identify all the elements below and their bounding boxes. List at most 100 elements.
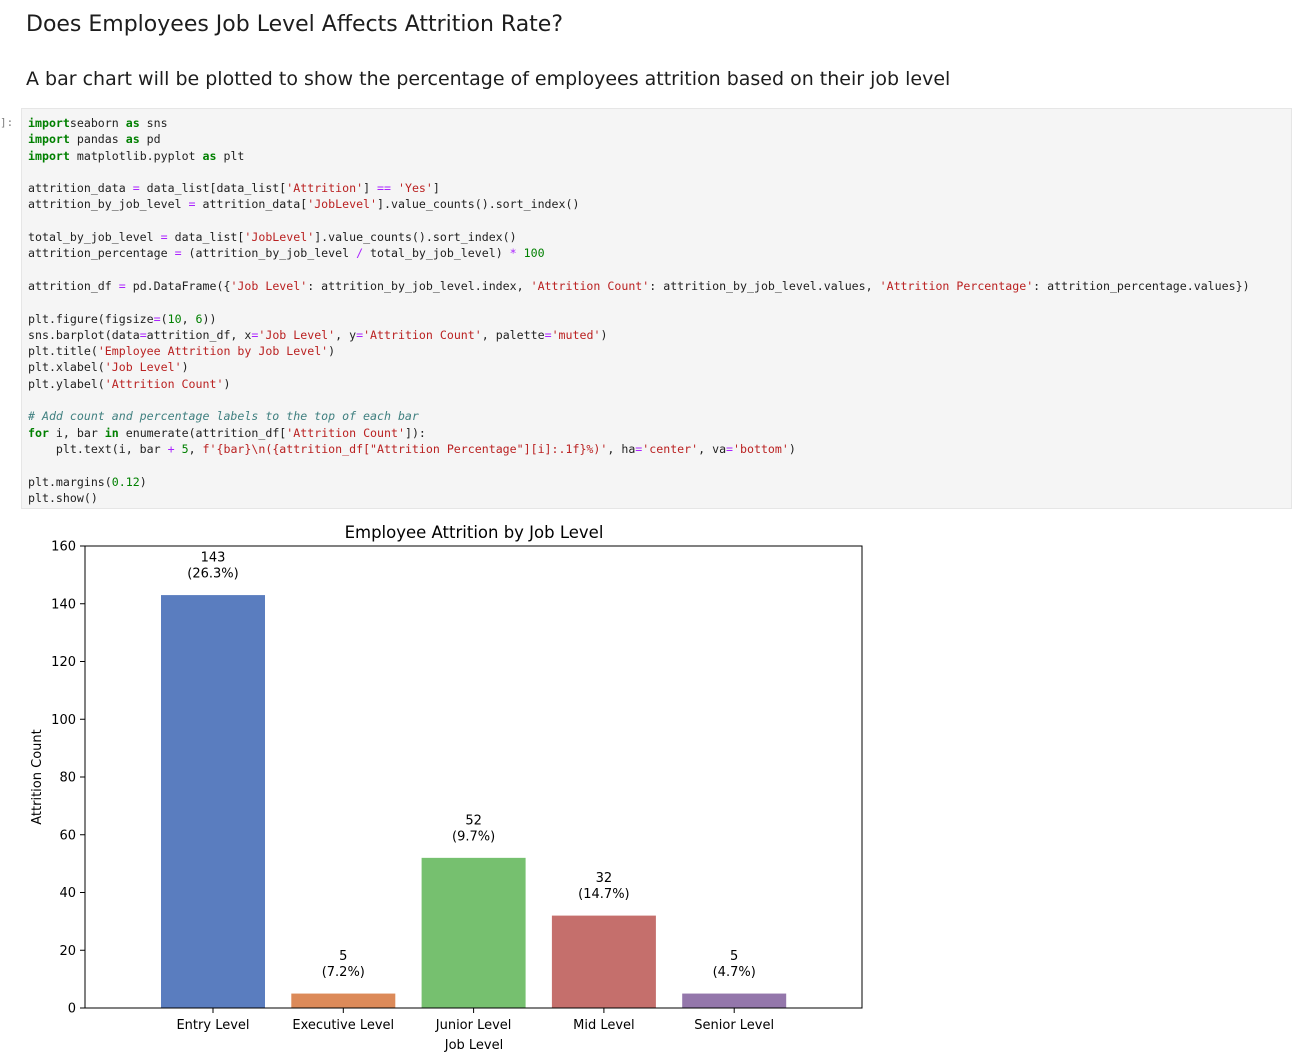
code-token: plt.show() <box>28 490 98 505</box>
code-token <box>175 442 182 456</box>
code-token: / <box>356 246 364 261</box>
code-token: 'Job Level' <box>104 360 182 375</box>
code-token: 'muted' <box>551 327 601 342</box>
code-line: plt.show() <box>28 491 98 505</box>
code-token: (attrition_by_job_level <box>181 246 357 261</box>
code-token: = <box>188 197 196 212</box>
code-token: in <box>104 425 119 440</box>
code-token: ) <box>788 441 796 456</box>
bar-value-label: 5 <box>730 949 738 964</box>
code-token: , va <box>698 441 727 456</box>
x-tick-label: Executive Level <box>292 1018 394 1033</box>
x-tick-label: Senior Level <box>694 1018 774 1033</box>
code-token: as <box>125 116 140 130</box>
code-token: ] <box>363 181 378 196</box>
code-token: = <box>132 181 140 196</box>
code-token: f'{bar}\n({attrition_df["Attrition Perce… <box>202 441 608 456</box>
x-tick-label: Junior Level <box>435 1018 512 1033</box>
code-line: plt.figure(figsize=(10, 6)) <box>28 312 217 326</box>
code-token: ].value_counts().sort_index() <box>314 230 517 245</box>
code-token: sns <box>139 116 168 130</box>
code-token: pd <box>139 132 161 147</box>
code-token: : attrition_by_job_level.index, <box>307 278 531 293</box>
code-token: i, bar <box>48 425 105 440</box>
code-token: as <box>202 148 217 163</box>
code-token: attrition_percentage <box>28 246 175 261</box>
code-token: ) <box>139 474 147 489</box>
code-token: attrition_data[ <box>195 197 308 212</box>
code-token: sns.barplot(data <box>28 327 140 342</box>
code-token: seaborn <box>69 116 126 130</box>
code-token: = <box>544 327 552 342</box>
code-token: ] <box>432 181 440 196</box>
code-cell[interactable]: importseaborn as sns import pandas as pd… <box>21 108 1292 509</box>
code-token: plt.xlabel( <box>28 360 105 375</box>
code-line: attrition_data = data_list[data_list['At… <box>28 181 440 195</box>
code-token: = <box>726 441 734 456</box>
code-token: for <box>28 425 49 440</box>
code-token: : attrition_by_job_level.values, <box>649 278 880 293</box>
code-token: = <box>139 327 147 342</box>
code-token: ].value_counts().sort_index() <box>377 197 580 212</box>
code-token: 'Attrition Count' <box>530 278 650 293</box>
cell-output: Employee Attrition by Job Level Attritio… <box>21 515 881 1060</box>
code-token: 10 <box>167 311 182 326</box>
code-token: = <box>118 278 126 293</box>
bar-value-label: 52 <box>465 813 482 828</box>
bar-entry-level <box>161 595 265 1008</box>
code-token: , palette <box>481 327 545 342</box>
code-token: 'Attrition Count' <box>363 327 482 342</box>
bar-chart: Employee Attrition by Job Level Attritio… <box>30 523 863 1053</box>
code-token: plt.margins( <box>28 474 112 489</box>
code-token: 'Employee Attrition by Job Level' <box>97 344 329 359</box>
code-token: ( <box>160 311 168 326</box>
y-tick-label: 100 <box>51 713 76 728</box>
bar-value-label: 143 <box>201 551 226 566</box>
y-tick-label: 60 <box>59 828 76 843</box>
code-editor[interactable]: importseaborn as sns import pandas as pd… <box>28 115 1250 506</box>
code-token: 'Job Level' <box>230 278 308 293</box>
code-line: plt.text(i, bar + 5, f'{bar}\n({attritio… <box>28 442 796 456</box>
code-token: import <box>28 148 70 163</box>
code-token: ) <box>600 327 608 342</box>
bar-percentage-label: (9.7%) <box>452 829 495 844</box>
code-token: , <box>181 311 196 326</box>
bar-junior-level <box>421 857 526 1008</box>
y-tick-label: 160 <box>51 540 76 555</box>
bar-senior-level <box>682 993 787 1008</box>
y-tick-label: 0 <box>68 1002 76 1017</box>
code-token: , y <box>335 327 357 342</box>
code-token: ) <box>181 360 189 375</box>
code-token: = <box>174 246 182 261</box>
code-token: , ha <box>607 441 636 456</box>
bar-value-label: 5 <box>339 949 347 964</box>
code-token: plt <box>216 148 245 163</box>
code-token: enumerate(attrition_df[ <box>118 425 287 440</box>
code-line: importseaborn as sns <box>28 116 168 130</box>
code-token: ) <box>223 376 231 391</box>
code-token: data_list[ <box>167 230 245 245</box>
section-subheading: A bar chart will be plotted to show the … <box>26 68 951 90</box>
code-token: = <box>635 441 643 456</box>
y-tick-label: 20 <box>59 944 76 959</box>
code-token: pandas <box>69 132 126 147</box>
code-line: attrition_percentage = (attrition_by_job… <box>28 246 545 260</box>
plot-frame <box>84 545 863 1009</box>
code-token: * <box>509 246 517 261</box>
code-line: import pandas as pd <box>28 132 161 146</box>
code-token: 'Attrition Percentage' <box>879 278 1034 293</box>
code-token: 5 <box>181 441 189 456</box>
code-token: )) <box>202 311 217 326</box>
code-token: = <box>251 327 259 342</box>
code-token <box>391 181 398 195</box>
code-token: attrition_df, x <box>146 327 252 342</box>
code-token: 'Job Level' <box>258 327 336 342</box>
code-token: 'Attrition' <box>286 181 364 196</box>
code-token: 6 <box>195 311 203 326</box>
y-tick-label: 140 <box>51 597 76 612</box>
code-token: : attrition_percentage.values}) <box>1033 278 1250 293</box>
bar-percentage-label: (26.3%) <box>187 567 238 582</box>
code-token: total_by_job_level) <box>363 246 510 261</box>
code-token: plt.title( <box>28 344 98 359</box>
x-tick-label: Mid Level <box>573 1018 635 1033</box>
